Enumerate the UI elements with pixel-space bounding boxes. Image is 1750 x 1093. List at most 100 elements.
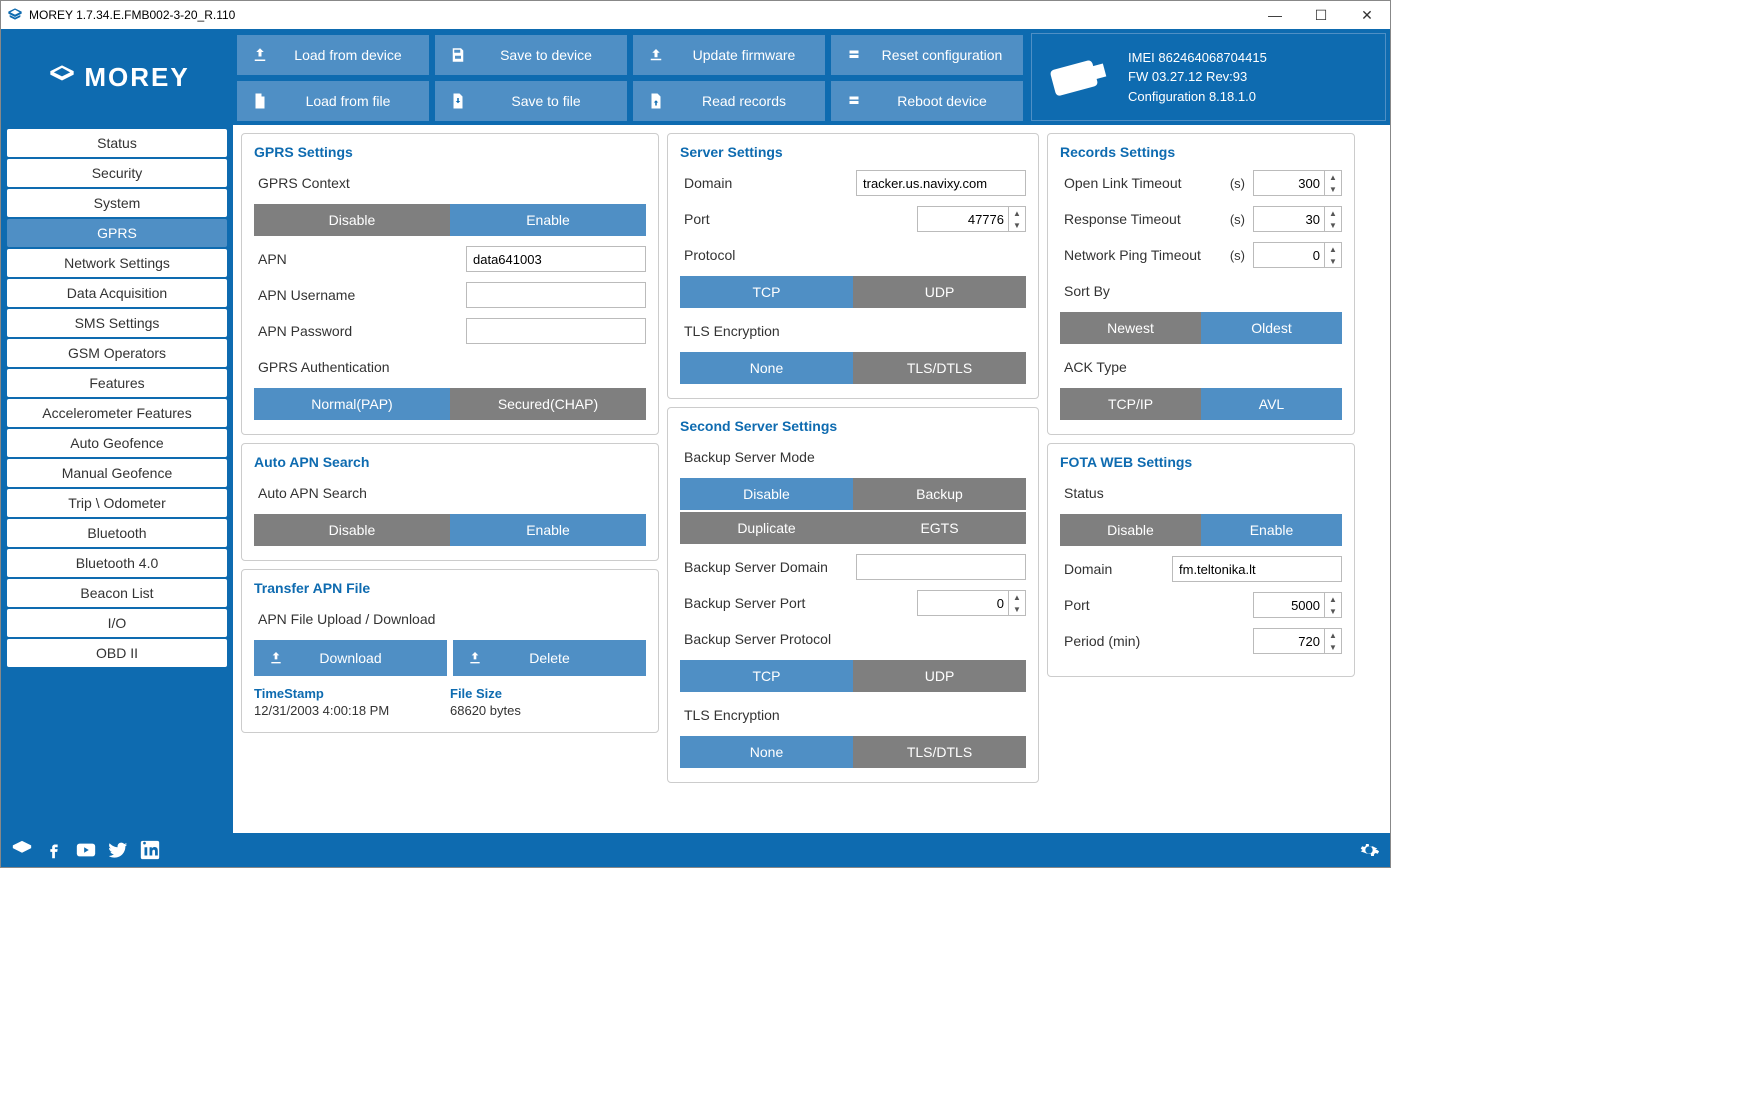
spin-up-icon[interactable]: ▲ (1325, 629, 1341, 641)
backup-domain-input[interactable] (856, 554, 1026, 580)
toggle-option[interactable]: Backup (853, 478, 1026, 510)
spin-down-icon[interactable]: ▼ (1325, 605, 1341, 617)
fota-period-input[interactable]: ▲▼ (1253, 628, 1342, 654)
save-device-button[interactable]: Save to device (435, 35, 627, 75)
close-button[interactable]: ✕ (1344, 1, 1390, 29)
sidebar-item-gprs[interactable]: GPRS (7, 219, 227, 247)
sidebar-item-accelerometer-features[interactable]: Accelerometer Features (7, 399, 227, 427)
spin-up-icon[interactable]: ▲ (1009, 591, 1025, 603)
toggle-option[interactable]: TCP (680, 660, 853, 692)
sidebar-item-trip-odometer[interactable]: Trip \ Odometer (7, 489, 227, 517)
sidebar-item-features[interactable]: Features (7, 369, 227, 397)
sidebar-item-system[interactable]: System (7, 189, 227, 217)
fota-status-toggle[interactable]: DisableEnable (1060, 514, 1342, 546)
sidebar-item-beacon-list[interactable]: Beacon List (7, 579, 227, 607)
port-label: Port (680, 211, 917, 227)
sidebar-item-status[interactable]: Status (7, 129, 227, 157)
facebook-icon[interactable] (43, 839, 65, 861)
toggle-option[interactable]: UDP (853, 660, 1026, 692)
backup-protocol-toggle[interactable]: TCPUDP (680, 660, 1026, 692)
maximize-button[interactable]: ☐ (1298, 1, 1344, 29)
load-file-button[interactable]: Load from file (237, 81, 429, 121)
sidebar-item-network-settings[interactable]: Network Settings (7, 249, 227, 277)
reset-cfg-button[interactable]: Reset configuration (831, 35, 1023, 75)
spin-down-icon[interactable]: ▼ (1009, 219, 1025, 231)
resp-timeout-input[interactable]: ▲▼ (1253, 206, 1342, 232)
gprs-auth-toggle[interactable]: Normal(PAP)Secured(CHAP) (254, 388, 646, 420)
apn-input[interactable] (466, 246, 646, 272)
toggle-option[interactable]: None (680, 736, 853, 768)
toggle-option[interactable]: Disable (254, 514, 450, 546)
spin-down-icon[interactable]: ▼ (1325, 641, 1341, 653)
toggle-option[interactable]: None (680, 352, 853, 384)
toggle-option[interactable]: Newest (1060, 312, 1201, 344)
server-protocol-toggle[interactable]: TCPUDP (680, 276, 1026, 308)
toggle-option[interactable]: Enable (450, 204, 646, 236)
toggle-option[interactable]: EGTS (853, 512, 1026, 544)
brand-icon[interactable] (11, 839, 33, 861)
spin-down-icon[interactable]: ▼ (1325, 183, 1341, 195)
toggle-option[interactable]: Enable (450, 514, 646, 546)
server-tls-toggle[interactable]: NoneTLS/DTLS (680, 352, 1026, 384)
sidebar-item-security[interactable]: Security (7, 159, 227, 187)
save-file-button[interactable]: Save to file (435, 81, 627, 121)
backup-mode-toggle[interactable]: DisableBackupDuplicateEGTS (680, 478, 1026, 544)
domain-input[interactable] (856, 170, 1026, 196)
sidebar-item-sms-settings[interactable]: SMS Settings (7, 309, 227, 337)
load-device-button[interactable]: Load from device (237, 35, 429, 75)
toggle-option[interactable]: TCP/IP (1060, 388, 1201, 420)
spin-up-icon[interactable]: ▲ (1325, 593, 1341, 605)
autoapn-toggle[interactable]: DisableEnable (254, 514, 646, 546)
gear-icon[interactable] (1358, 839, 1380, 861)
fota-port-input[interactable]: ▲▼ (1253, 592, 1342, 618)
spin-up-icon[interactable]: ▲ (1009, 207, 1025, 219)
toggle-option[interactable]: Disable (254, 204, 450, 236)
apn-pass-input[interactable] (466, 318, 646, 344)
sidebar-item-gsm-operators[interactable]: GSM Operators (7, 339, 227, 367)
sidebar-item-manual-geofence[interactable]: Manual Geofence (7, 459, 227, 487)
sort-toggle[interactable]: NewestOldest (1060, 312, 1342, 344)
sidebar-item-bluetooth-4-0[interactable]: Bluetooth 4.0 (7, 549, 227, 577)
open-timeout-input[interactable]: ▲▼ (1253, 170, 1342, 196)
spin-up-icon[interactable]: ▲ (1325, 207, 1341, 219)
sidebar-item-obd-ii[interactable]: OBD II (7, 639, 227, 667)
download-button[interactable]: Download (254, 640, 447, 676)
minimize-button[interactable]: — (1252, 1, 1298, 29)
read-records-button[interactable]: Read records (633, 81, 825, 121)
toggle-option[interactable]: Normal(PAP) (254, 388, 450, 420)
apn-user-input[interactable] (466, 282, 646, 308)
youtube-icon[interactable] (75, 839, 97, 861)
linkedin-icon[interactable] (139, 839, 161, 861)
spin-down-icon[interactable]: ▼ (1325, 255, 1341, 267)
toggle-option[interactable]: Duplicate (680, 512, 853, 544)
spin-up-icon[interactable]: ▲ (1325, 243, 1341, 255)
sidebar-item-auto-geofence[interactable]: Auto Geofence (7, 429, 227, 457)
sidebar-item-data-acquisition[interactable]: Data Acquisition (7, 279, 227, 307)
toggle-option[interactable]: TLS/DTLS (853, 736, 1026, 768)
port-input[interactable]: ▲▼ (917, 206, 1026, 232)
toggle-option[interactable]: Oldest (1201, 312, 1342, 344)
toggle-option[interactable]: TLS/DTLS (853, 352, 1026, 384)
spin-down-icon[interactable]: ▼ (1009, 603, 1025, 615)
toggle-option[interactable]: Secured(CHAP) (450, 388, 646, 420)
sidebar-item-i-o[interactable]: I/O (7, 609, 227, 637)
toggle-option[interactable]: TCP (680, 276, 853, 308)
ack-toggle[interactable]: TCP/IPAVL (1060, 388, 1342, 420)
gprs-context-toggle[interactable]: DisableEnable (254, 204, 646, 236)
spin-down-icon[interactable]: ▼ (1325, 219, 1341, 231)
twitter-icon[interactable] (107, 839, 129, 861)
toggle-option[interactable]: AVL (1201, 388, 1342, 420)
delete-button[interactable]: Delete (453, 640, 646, 676)
ping-timeout-input[interactable]: ▲▼ (1253, 242, 1342, 268)
update-fw-button[interactable]: Update firmware (633, 35, 825, 75)
toggle-option[interactable]: Disable (680, 478, 853, 510)
toggle-option[interactable]: Enable (1201, 514, 1342, 546)
reboot-button[interactable]: Reboot device (831, 81, 1023, 121)
spin-up-icon[interactable]: ▲ (1325, 171, 1341, 183)
fota-domain-input[interactable] (1172, 556, 1342, 582)
toggle-option[interactable]: UDP (853, 276, 1026, 308)
sidebar-item-bluetooth[interactable]: Bluetooth (7, 519, 227, 547)
toggle-option[interactable]: Disable (1060, 514, 1201, 546)
backup-tls-toggle[interactable]: NoneTLS/DTLS (680, 736, 1026, 768)
backup-port-input[interactable]: ▲▼ (917, 590, 1026, 616)
